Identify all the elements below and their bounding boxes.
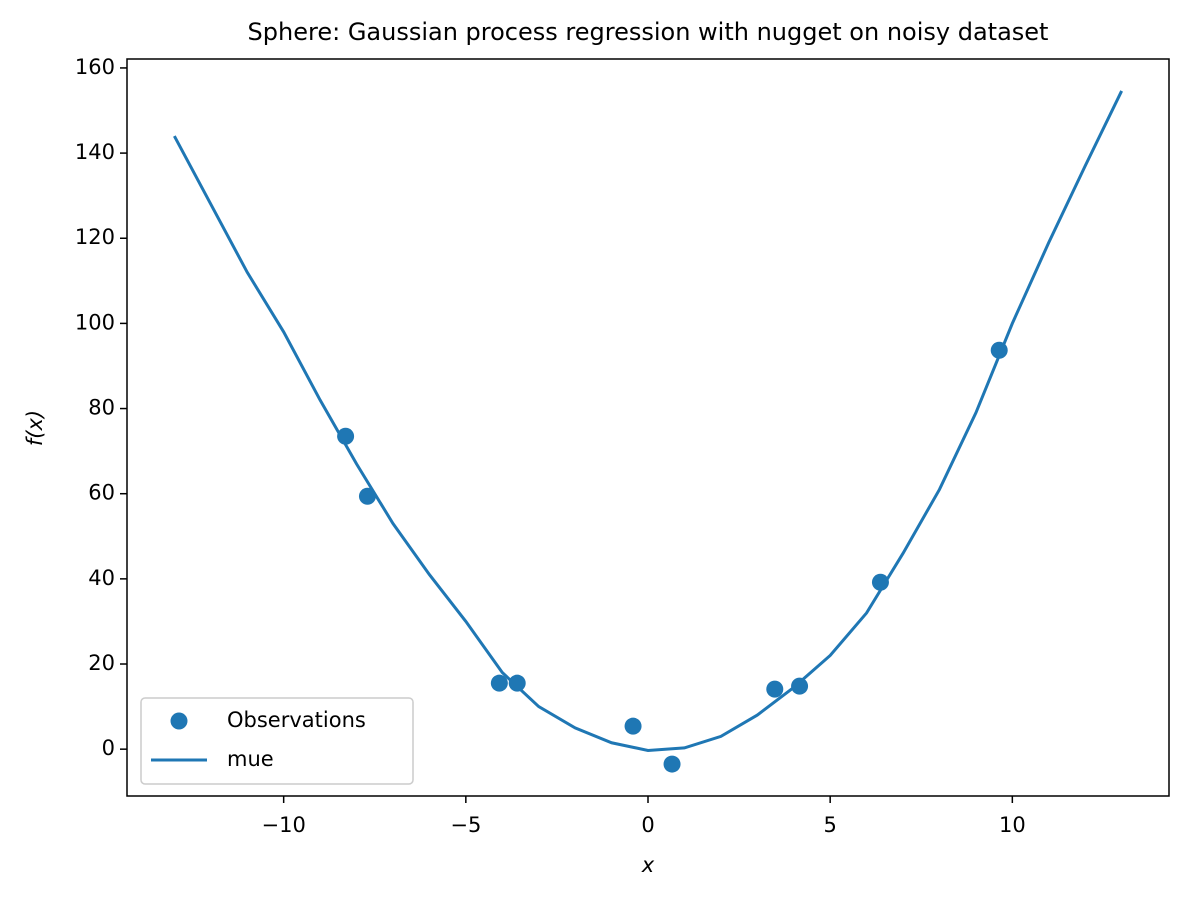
observation-point <box>766 680 784 698</box>
y-axis-label: f(x) <box>23 410 47 446</box>
y-tick-label: 120 <box>75 225 115 249</box>
mue-line <box>173 90 1123 752</box>
x-tick-label: 5 <box>823 813 836 837</box>
x-tick-label: −5 <box>450 813 481 837</box>
observation-point <box>358 487 376 505</box>
observation-point <box>508 674 526 692</box>
legend-label: Observations <box>227 708 366 732</box>
observation-point <box>663 755 681 773</box>
x-tick-label: 10 <box>999 813 1026 837</box>
observation-point <box>791 677 809 695</box>
x-tick-label: 0 <box>641 813 654 837</box>
observation-point <box>871 573 889 591</box>
y-tick-label: 40 <box>88 566 115 590</box>
legend-marker <box>170 712 188 730</box>
y-tick-label: 0 <box>102 736 115 760</box>
observation-point <box>337 427 355 445</box>
y-tick-label: 160 <box>75 55 115 79</box>
plot-frame <box>126 58 1170 797</box>
y-tick-label: 100 <box>75 310 115 334</box>
observation-point <box>990 341 1008 359</box>
legend-label: mue <box>227 747 274 771</box>
x-axis-label: x <box>641 853 655 877</box>
observation-point <box>490 674 508 692</box>
y-tick-label: 140 <box>75 140 115 164</box>
observation-point <box>624 717 642 735</box>
legend-box <box>140 697 414 785</box>
y-tick-label: 80 <box>88 396 115 420</box>
x-tick-label: −10 <box>262 813 306 837</box>
chart-title: Sphere: Gaussian process regression with… <box>248 18 1049 46</box>
y-tick-label: 20 <box>88 651 115 675</box>
y-tick-label: 60 <box>88 481 115 505</box>
